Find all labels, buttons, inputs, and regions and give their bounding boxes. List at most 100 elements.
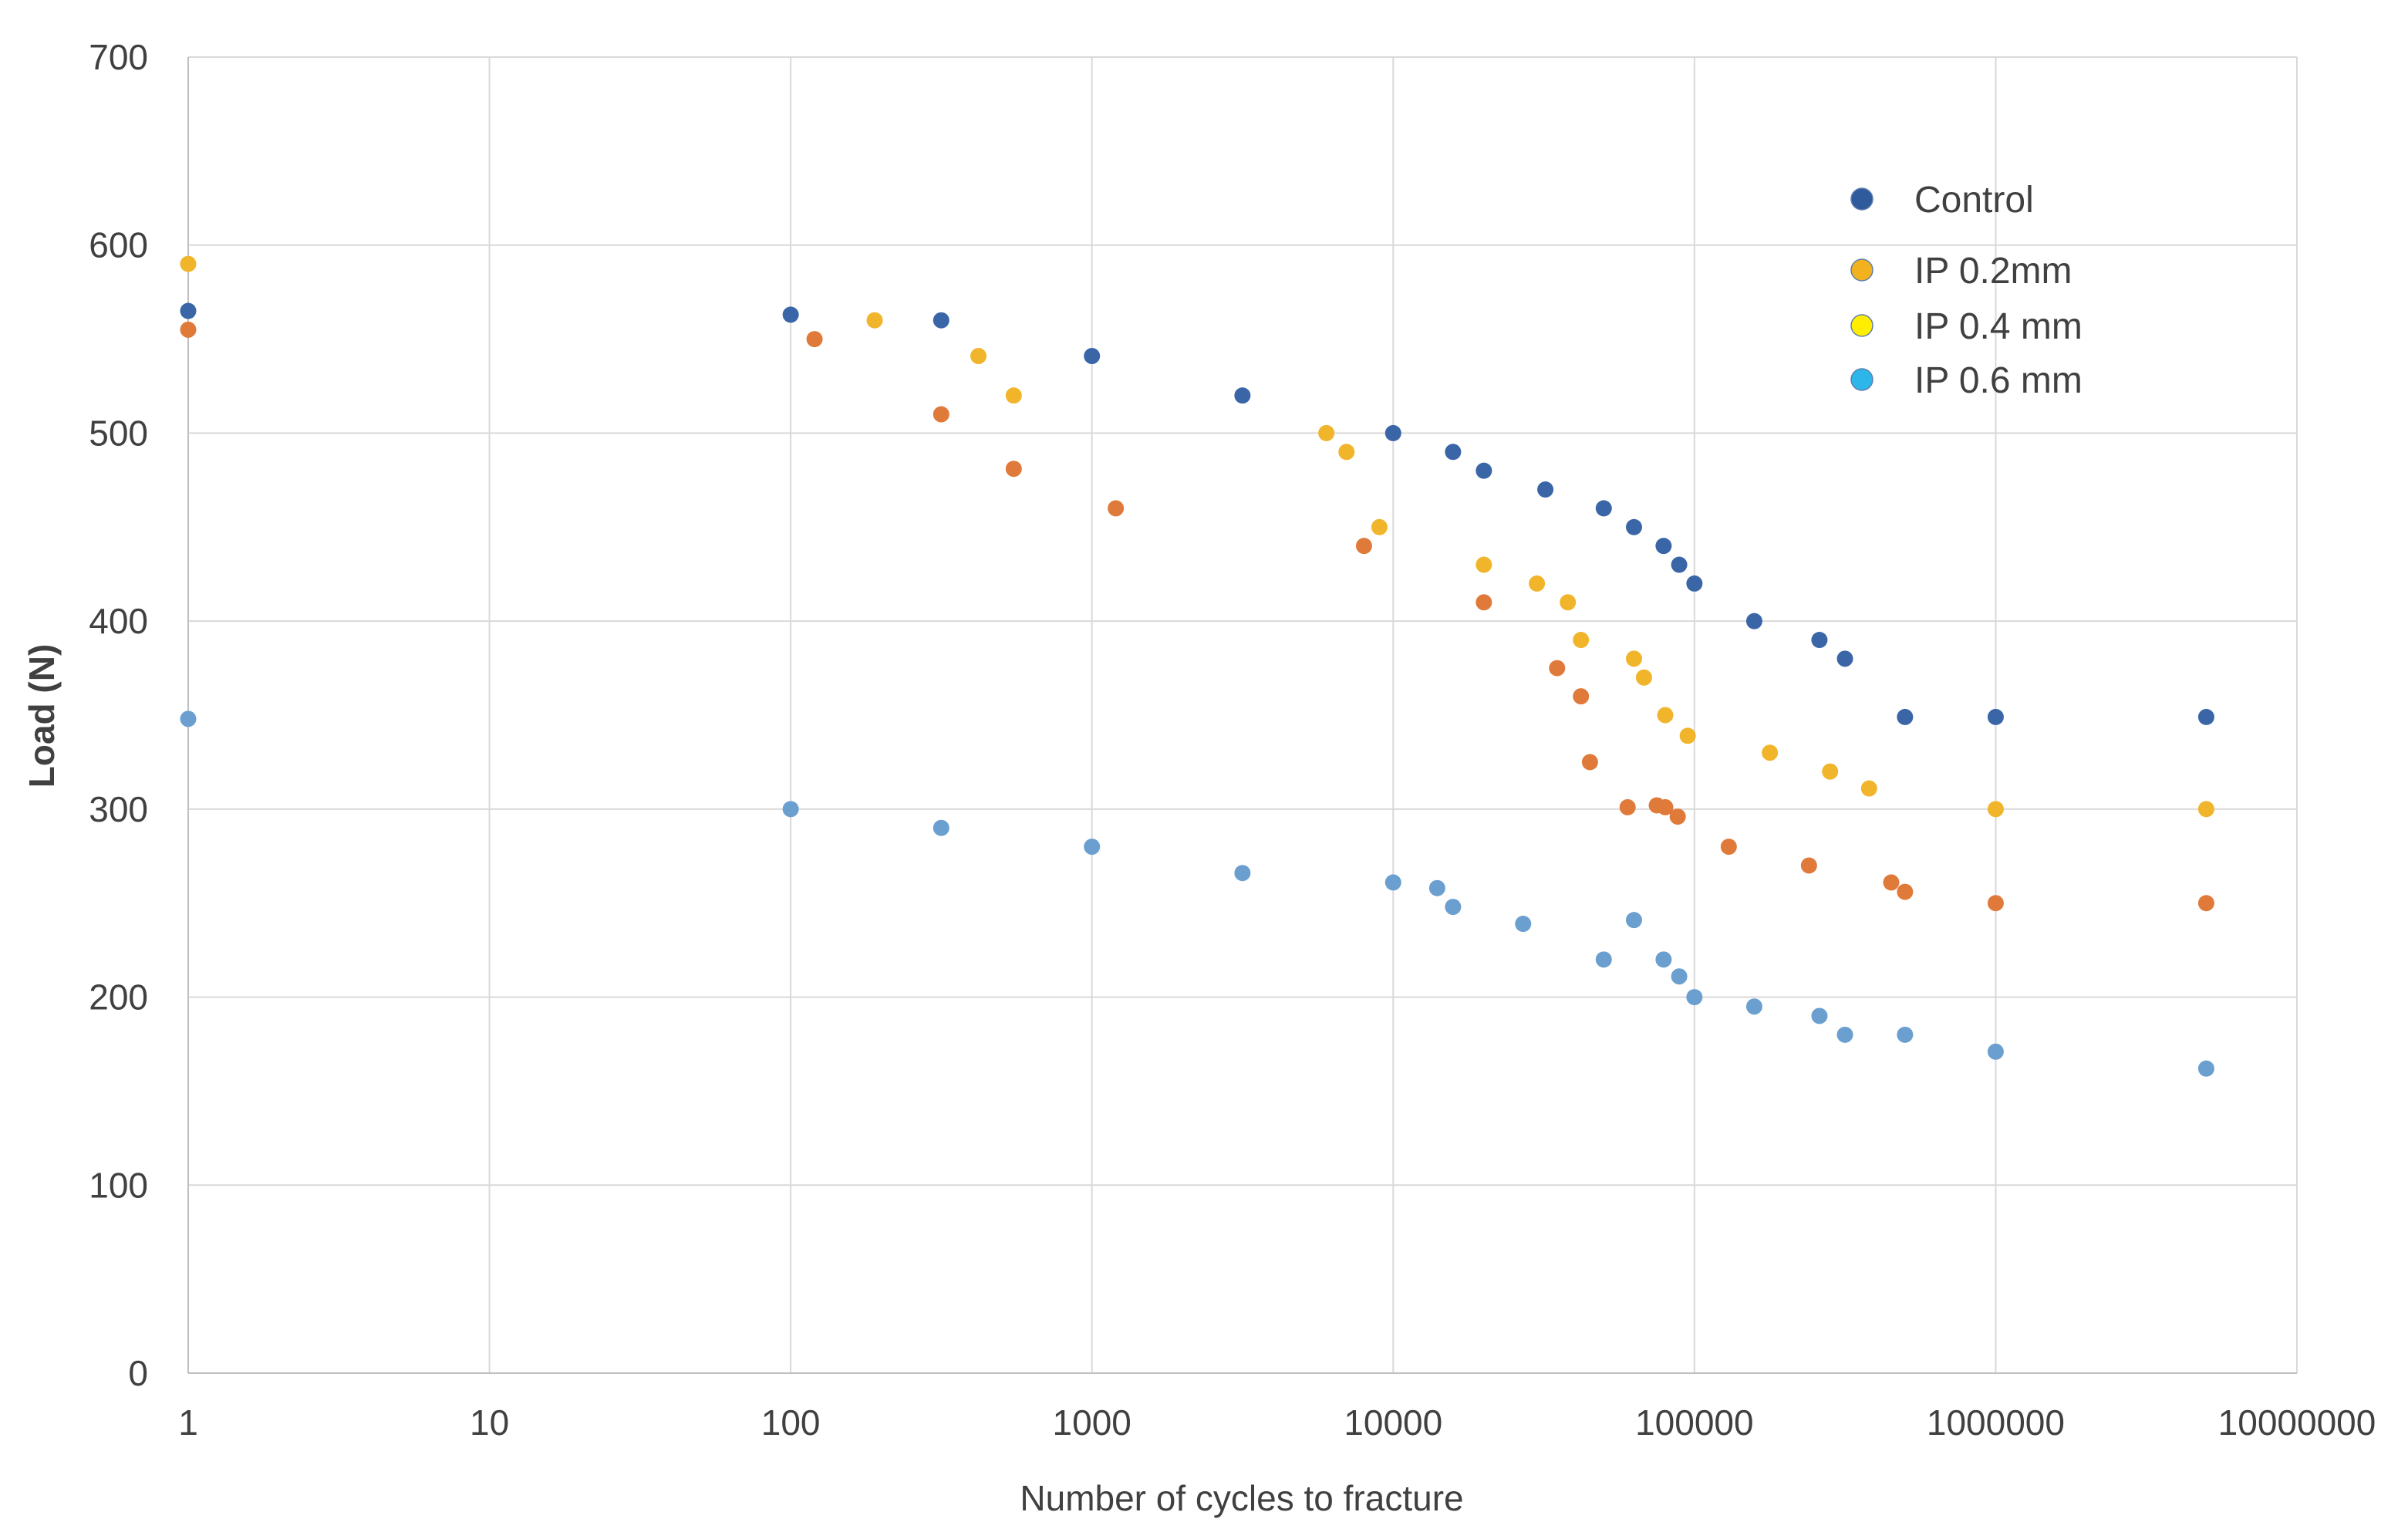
- data-point: [1625, 912, 1642, 929]
- data-point: [1897, 1026, 1914, 1043]
- data-point: [1084, 839, 1101, 856]
- data-point: [1619, 798, 1636, 815]
- data-point: [1987, 801, 2004, 818]
- data-point: [782, 801, 799, 818]
- legend-label: IP 0.4 mm: [1914, 306, 2083, 347]
- x-tick-label: 100000: [1635, 1402, 1754, 1443]
- data-point: [1595, 951, 1612, 968]
- data-point: [1800, 857, 1817, 874]
- data-point: [1371, 518, 1388, 535]
- data-point: [2197, 1060, 2214, 1077]
- data-point: [1625, 650, 1642, 667]
- data-point: [1836, 1026, 1853, 1043]
- data-point: [1897, 708, 1914, 725]
- y-tick-label: 300: [89, 789, 148, 829]
- legend-item: Control: [1850, 180, 2034, 221]
- data-point: [1987, 1043, 2004, 1060]
- data-point: [1384, 874, 1401, 891]
- data-point: [1811, 1007, 1828, 1024]
- data-point: [2197, 895, 2214, 912]
- data-point: [806, 331, 823, 348]
- data-points: [180, 255, 2214, 1077]
- data-point: [1655, 538, 1672, 555]
- legend-item: IP 0.6 mm: [1850, 360, 2083, 401]
- data-point: [1005, 387, 1022, 404]
- data-point: [1720, 839, 1737, 856]
- legend: Control IP 0.2mm IP 0.4 mm IP 0.6 mm: [1850, 180, 2083, 401]
- data-point: [1883, 874, 1900, 891]
- data-point: [1234, 387, 1251, 404]
- data-point: [1987, 895, 2004, 912]
- data-point: [970, 348, 987, 365]
- data-point: [1625, 518, 1642, 535]
- series-ip-0-2mm: [180, 255, 2214, 818]
- data-point: [1655, 951, 1672, 968]
- data-point: [1686, 989, 1703, 1006]
- data-point: [1635, 669, 1652, 686]
- data-point: [1745, 613, 1762, 629]
- x-tick-label: 10: [470, 1402, 509, 1443]
- legend-item: IP 0.2mm: [1850, 251, 2072, 292]
- legend-label: Control: [1914, 180, 2034, 221]
- data-point: [1671, 968, 1688, 985]
- data-point: [1686, 575, 1703, 592]
- legend-label: IP 0.6 mm: [1914, 360, 2083, 401]
- y-tick-label: 600: [89, 225, 148, 265]
- data-point: [1822, 763, 1839, 780]
- data-point: [2197, 801, 2214, 818]
- y-tick-label: 500: [89, 413, 148, 453]
- data-point: [1384, 424, 1401, 441]
- data-point: [2197, 708, 2214, 725]
- data-point: [933, 406, 949, 423]
- series-ip-0-6-mm: [180, 710, 2214, 1077]
- data-point: [1657, 798, 1674, 815]
- data-point: [1445, 899, 1462, 916]
- data-point: [180, 321, 197, 338]
- data-point: [1573, 632, 1590, 649]
- y-axis-title: Load (N): [22, 644, 62, 788]
- data-point: [180, 710, 197, 727]
- data-point: [1679, 727, 1696, 744]
- y-tick-label: 200: [89, 977, 148, 1018]
- data-point: [1318, 424, 1335, 441]
- data-point: [933, 819, 949, 836]
- data-point: [1595, 500, 1612, 517]
- x-tick-label: 1000: [1053, 1402, 1131, 1443]
- data-point: [1428, 879, 1445, 896]
- data-point: [1549, 660, 1566, 677]
- data-point: [180, 255, 197, 272]
- data-point: [1669, 808, 1686, 825]
- data-point: [1355, 538, 1372, 555]
- data-point: [1573, 688, 1590, 705]
- y-tick-label: 0: [128, 1353, 148, 1393]
- data-point: [866, 312, 883, 329]
- data-point: [1084, 348, 1101, 365]
- legend-marker: [1850, 368, 1873, 391]
- y-tick-label: 700: [89, 37, 148, 77]
- legend-marker: [1850, 258, 1873, 282]
- data-point: [1987, 708, 2004, 725]
- data-point: [1515, 916, 1532, 933]
- data-point: [180, 302, 197, 319]
- y-tick-label: 400: [89, 601, 148, 641]
- data-point: [1475, 462, 1492, 479]
- data-point: [1657, 707, 1674, 724]
- y-axis-ticks: 0 100 200 300 400 500 600 700: [89, 37, 148, 1393]
- data-point: [1811, 632, 1828, 649]
- data-point: [1529, 575, 1546, 592]
- x-tick-label: 1: [178, 1402, 198, 1443]
- legend-item: IP 0.4 mm: [1850, 306, 2083, 347]
- data-point: [1445, 444, 1462, 461]
- data-point: [1560, 594, 1577, 611]
- data-point: [1581, 754, 1598, 771]
- x-axis-title: Number of cycles to fracture: [1020, 1478, 1463, 1518]
- legend-marker: [1850, 314, 1873, 337]
- data-point: [1475, 556, 1492, 573]
- legend-label: IP 0.2mm: [1914, 251, 2072, 292]
- x-axis-ticks: 1 10 100 1000 10000 100000 1000000 10000000: [178, 1402, 2376, 1443]
- data-point: [1005, 461, 1022, 478]
- data-point: [1762, 744, 1779, 761]
- x-tick-label: 1000000: [1927, 1402, 2065, 1443]
